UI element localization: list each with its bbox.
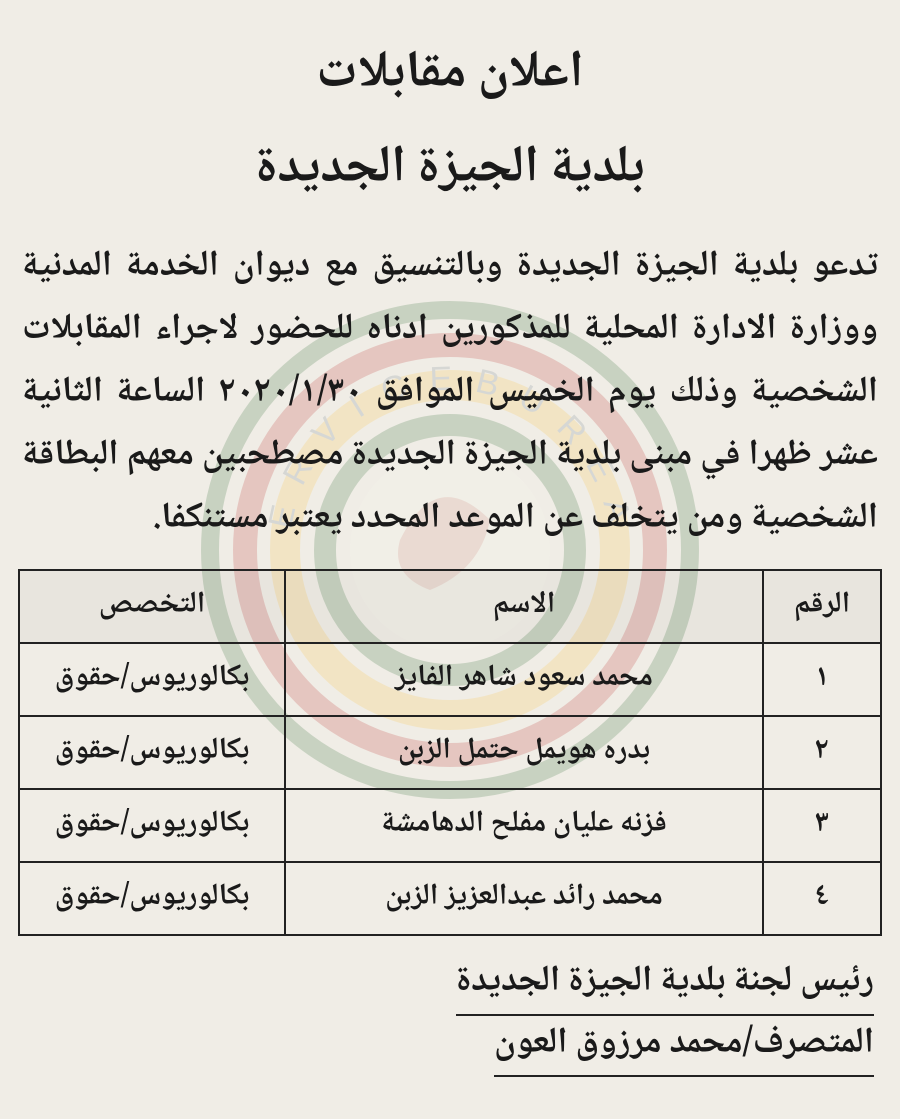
col-header-spec: التخصص — [19, 570, 285, 643]
table-row: ٤ محمد رائد عبدالعزيز الزبن بكالوريوس/حق… — [19, 862, 881, 935]
table-row: ٢ بدره هويمل حتمل الزبن بكالوريوس/حقوق — [19, 716, 881, 789]
table-row: ١ محمد سعود شاهر الفايز بكالوريوس/حقوق — [19, 643, 881, 716]
cell-name: فزنه عليان مفلح الدهامشة — [285, 789, 763, 862]
candidates-table: الرقم الاسم التخصص ١ محمد سعود شاهر الفا… — [18, 569, 882, 936]
signature-line-2: المتصرف/محمد مرزوق العون — [494, 1016, 874, 1078]
document-content: اعلان مقابلات بلدية الجيزة الجديدة تدعو … — [0, 0, 900, 1077]
cell-name: محمد رائد عبدالعزيز الزبن — [285, 862, 763, 935]
col-header-number: الرقم — [763, 570, 881, 643]
cell-spec: بكالوريوس/حقوق — [19, 789, 285, 862]
cell-spec: بكالوريوس/حقوق — [19, 643, 285, 716]
cell-name: بدره هويمل حتمل الزبن — [285, 716, 763, 789]
cell-spec: بكالوريوس/حقوق — [19, 716, 285, 789]
cell-spec: بكالوريوس/حقوق — [19, 862, 285, 935]
signature-line-1: رئيس لجنة بلدية الجيزة الجديدة — [456, 954, 874, 1016]
cell-number: ٢ — [763, 716, 881, 789]
announcement-title-2: بلدية الجيزة الجديدة — [18, 125, 882, 214]
table-header-row: الرقم الاسم التخصص — [19, 570, 881, 643]
cell-name: محمد سعود شاهر الفايز — [285, 643, 763, 716]
announcement-paragraph: تدعو بلدية الجيزة الجديدة وبالتنسيق مع د… — [22, 236, 878, 551]
cell-number: ٣ — [763, 789, 881, 862]
cell-number: ١ — [763, 643, 881, 716]
col-header-name: الاسم — [285, 570, 763, 643]
table-row: ٣ فزنه عليان مفلح الدهامشة بكالوريوس/حقو… — [19, 789, 881, 862]
announcement-title-1: اعلان مقابلات — [18, 30, 882, 119]
signature-block: رئيس لجنة بلدية الجيزة الجديدة المتصرف/م… — [18, 954, 874, 1077]
cell-number: ٤ — [763, 862, 881, 935]
